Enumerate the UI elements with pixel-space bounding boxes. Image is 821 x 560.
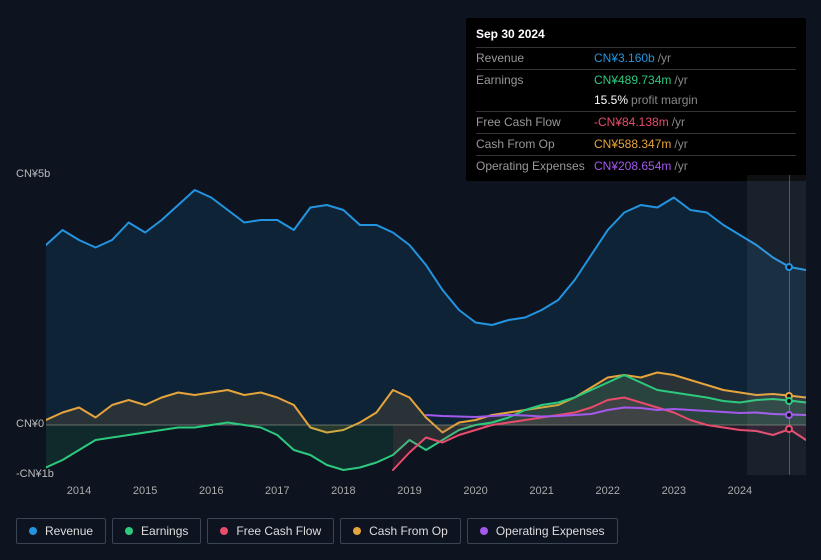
x-label: 2016 <box>199 485 223 497</box>
legend-dot-icon <box>220 527 228 535</box>
chart-legend: Revenue Earnings Free Cash Flow Cash From O… <box>16 518 618 544</box>
x-label: 2020 <box>463 485 487 497</box>
x-label: 2021 <box>529 485 553 497</box>
series-marker <box>785 263 793 271</box>
x-label: 2024 <box>728 485 752 497</box>
plot-area <box>46 175 806 475</box>
legend-item[interactable]: Free Cash Flow <box>207 518 334 544</box>
tooltip-row-label: Earnings <box>476 72 594 89</box>
legend-label: Earnings <box>141 524 188 538</box>
x-label: 2017 <box>265 485 289 497</box>
legend-label: Free Cash Flow <box>236 524 321 538</box>
tooltip-row-value: -CN¥84.138m <box>594 114 669 131</box>
legend-item[interactable]: Cash From Op <box>340 518 461 544</box>
series-marker <box>785 411 793 419</box>
tooltip-row-unit: /yr <box>674 72 687 89</box>
tooltip-row: RevenueCN¥3.160b /yr <box>476 47 796 69</box>
tooltip-row-value: 15.5% <box>594 92 628 109</box>
legend-dot-icon <box>353 527 361 535</box>
series-marker <box>785 397 793 405</box>
tooltip-row: Cash From OpCN¥588.347m /yr <box>476 133 796 155</box>
tooltip-row: 15.5% profit margin <box>476 90 796 111</box>
tooltip-row-label: Free Cash Flow <box>476 114 594 131</box>
legend-item[interactable]: Earnings <box>112 518 201 544</box>
series-marker <box>785 425 793 433</box>
legend-dot-icon <box>480 527 488 535</box>
x-label: 2015 <box>133 485 157 497</box>
tooltip-date: Sep 30 2024 <box>476 24 796 47</box>
tooltip-row-unit: /yr <box>674 136 687 153</box>
tooltip-row-value: CN¥3.160b <box>594 50 655 67</box>
legend-dot-icon <box>125 527 133 535</box>
x-label: 2014 <box>67 485 91 497</box>
tooltip-row-value: CN¥588.347m <box>594 136 671 153</box>
highlight-band <box>747 175 806 475</box>
x-label: 2019 <box>397 485 421 497</box>
tooltip-row-unit: profit margin <box>631 92 698 109</box>
tooltip-rows: RevenueCN¥3.160b /yrEarningsCN¥489.734m … <box>476 47 796 177</box>
tooltip-row: EarningsCN¥489.734m /yr <box>476 69 796 91</box>
legend-label: Operating Expenses <box>496 524 605 538</box>
financial-chart[interactable]: CN¥5bCN¥0-CN¥1b <box>16 160 806 480</box>
legend-label: Cash From Op <box>369 524 448 538</box>
legend-item[interactable]: Revenue <box>16 518 106 544</box>
chart-tooltip: Sep 30 2024 RevenueCN¥3.160b /yrEarnings… <box>466 18 806 181</box>
y-label: CN¥0 <box>16 418 44 430</box>
tooltip-row-label: Revenue <box>476 50 594 67</box>
tooltip-row-unit: /yr <box>658 50 671 67</box>
tooltip-row-value: CN¥489.734m <box>594 72 671 89</box>
legend-label: Revenue <box>45 524 93 538</box>
x-label: 2023 <box>662 485 686 497</box>
tooltip-row: Free Cash Flow-CN¥84.138m /yr <box>476 111 796 133</box>
x-label: 2022 <box>595 485 619 497</box>
x-label: 2018 <box>331 485 355 497</box>
legend-dot-icon <box>29 527 37 535</box>
tooltip-row-unit: /yr <box>672 114 685 131</box>
legend-item[interactable]: Operating Expenses <box>467 518 618 544</box>
tooltip-row-label: Cash From Op <box>476 136 594 153</box>
